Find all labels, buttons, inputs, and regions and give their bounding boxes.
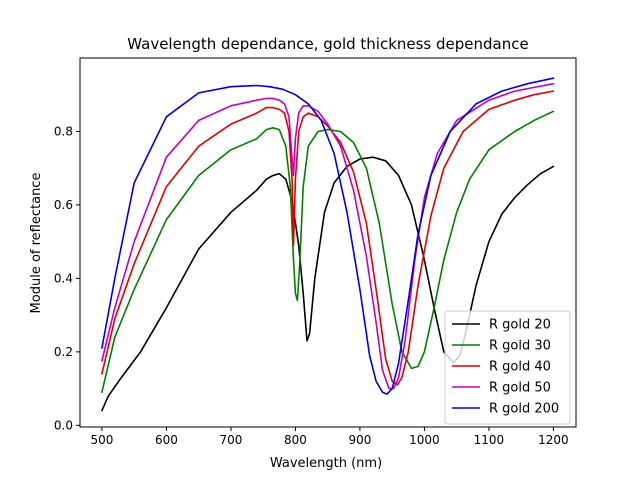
x-axis: 500 600 700 800 900 1000 1100 1200 <box>90 427 569 447</box>
legend: R gold 20 R gold 30 R gold 40 R gold 50 R go… <box>444 310 571 425</box>
y-tick-label: 0.2 <box>54 345 73 359</box>
series-line-2 <box>101 110 555 394</box>
series-layer <box>101 77 555 412</box>
legend-label: R gold 50 <box>489 381 551 396</box>
x-tick-label: 600 <box>155 433 178 447</box>
series-line-5 <box>101 77 555 395</box>
x-tick-label: 1100 <box>474 433 505 447</box>
legend-label: R gold 30 <box>489 339 551 354</box>
y-axis: 0.0 0.2 0.4 0.6 0.8 <box>54 124 80 432</box>
y-tick-label: 0.6 <box>54 198 73 212</box>
legend-label: R gold 40 <box>489 360 551 375</box>
series-line-4 <box>101 82 555 390</box>
legend-label: R gold 20 <box>489 318 551 333</box>
y-tick-label: 0.0 <box>54 418 73 432</box>
legend-box <box>444 310 571 425</box>
legend-label: R gold 200 <box>489 402 559 417</box>
x-tick-label: 1200 <box>538 433 569 447</box>
chart-title: Wavelength dependance, gold thickness de… <box>127 35 528 53</box>
y-axis-label: Module of reflectance <box>29 173 44 314</box>
x-tick-label: 1000 <box>409 433 440 447</box>
x-tick-label: 700 <box>219 433 242 447</box>
x-tick-label: 800 <box>284 433 307 447</box>
series-line-1 <box>101 156 555 412</box>
y-tick-label: 0.8 <box>54 124 73 138</box>
x-tick-label: 500 <box>90 433 113 447</box>
x-tick-label: 900 <box>348 433 371 447</box>
plot-frame <box>79 57 577 428</box>
y-tick-label: 0.4 <box>54 271 73 285</box>
x-axis-label: Wavelength (nm) <box>270 456 382 471</box>
